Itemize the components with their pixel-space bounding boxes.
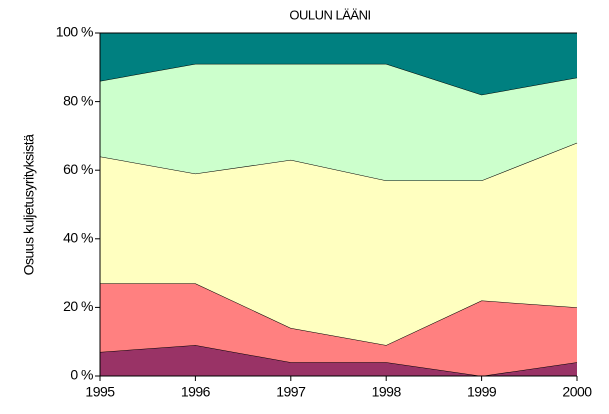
y-tick-label: 80 % xyxy=(63,92,93,108)
x-tick-label: 1996 xyxy=(181,384,211,400)
chart-title: OULUN LÄÄNI xyxy=(289,7,370,22)
y-axis-label: Osuus kuljetusyrityksistä xyxy=(21,134,37,275)
y-tick-label: 40 % xyxy=(63,230,93,246)
x-tick-label: 1999 xyxy=(467,384,497,400)
y-tick-label: 20 % xyxy=(63,298,93,314)
x-tick-label: 2000 xyxy=(562,384,592,400)
area xyxy=(100,142,577,346)
y-tick-label: 0 % xyxy=(70,367,93,383)
y-tick-label: 100 % xyxy=(56,24,93,40)
area xyxy=(100,283,577,376)
area xyxy=(100,33,577,95)
x-tick-label: 1997 xyxy=(276,384,306,400)
area xyxy=(100,345,577,376)
y-tick-label: 60 % xyxy=(63,161,93,177)
x-tick-label: 1995 xyxy=(85,384,115,400)
area xyxy=(100,63,577,181)
x-tick-label: 1998 xyxy=(372,384,402,400)
